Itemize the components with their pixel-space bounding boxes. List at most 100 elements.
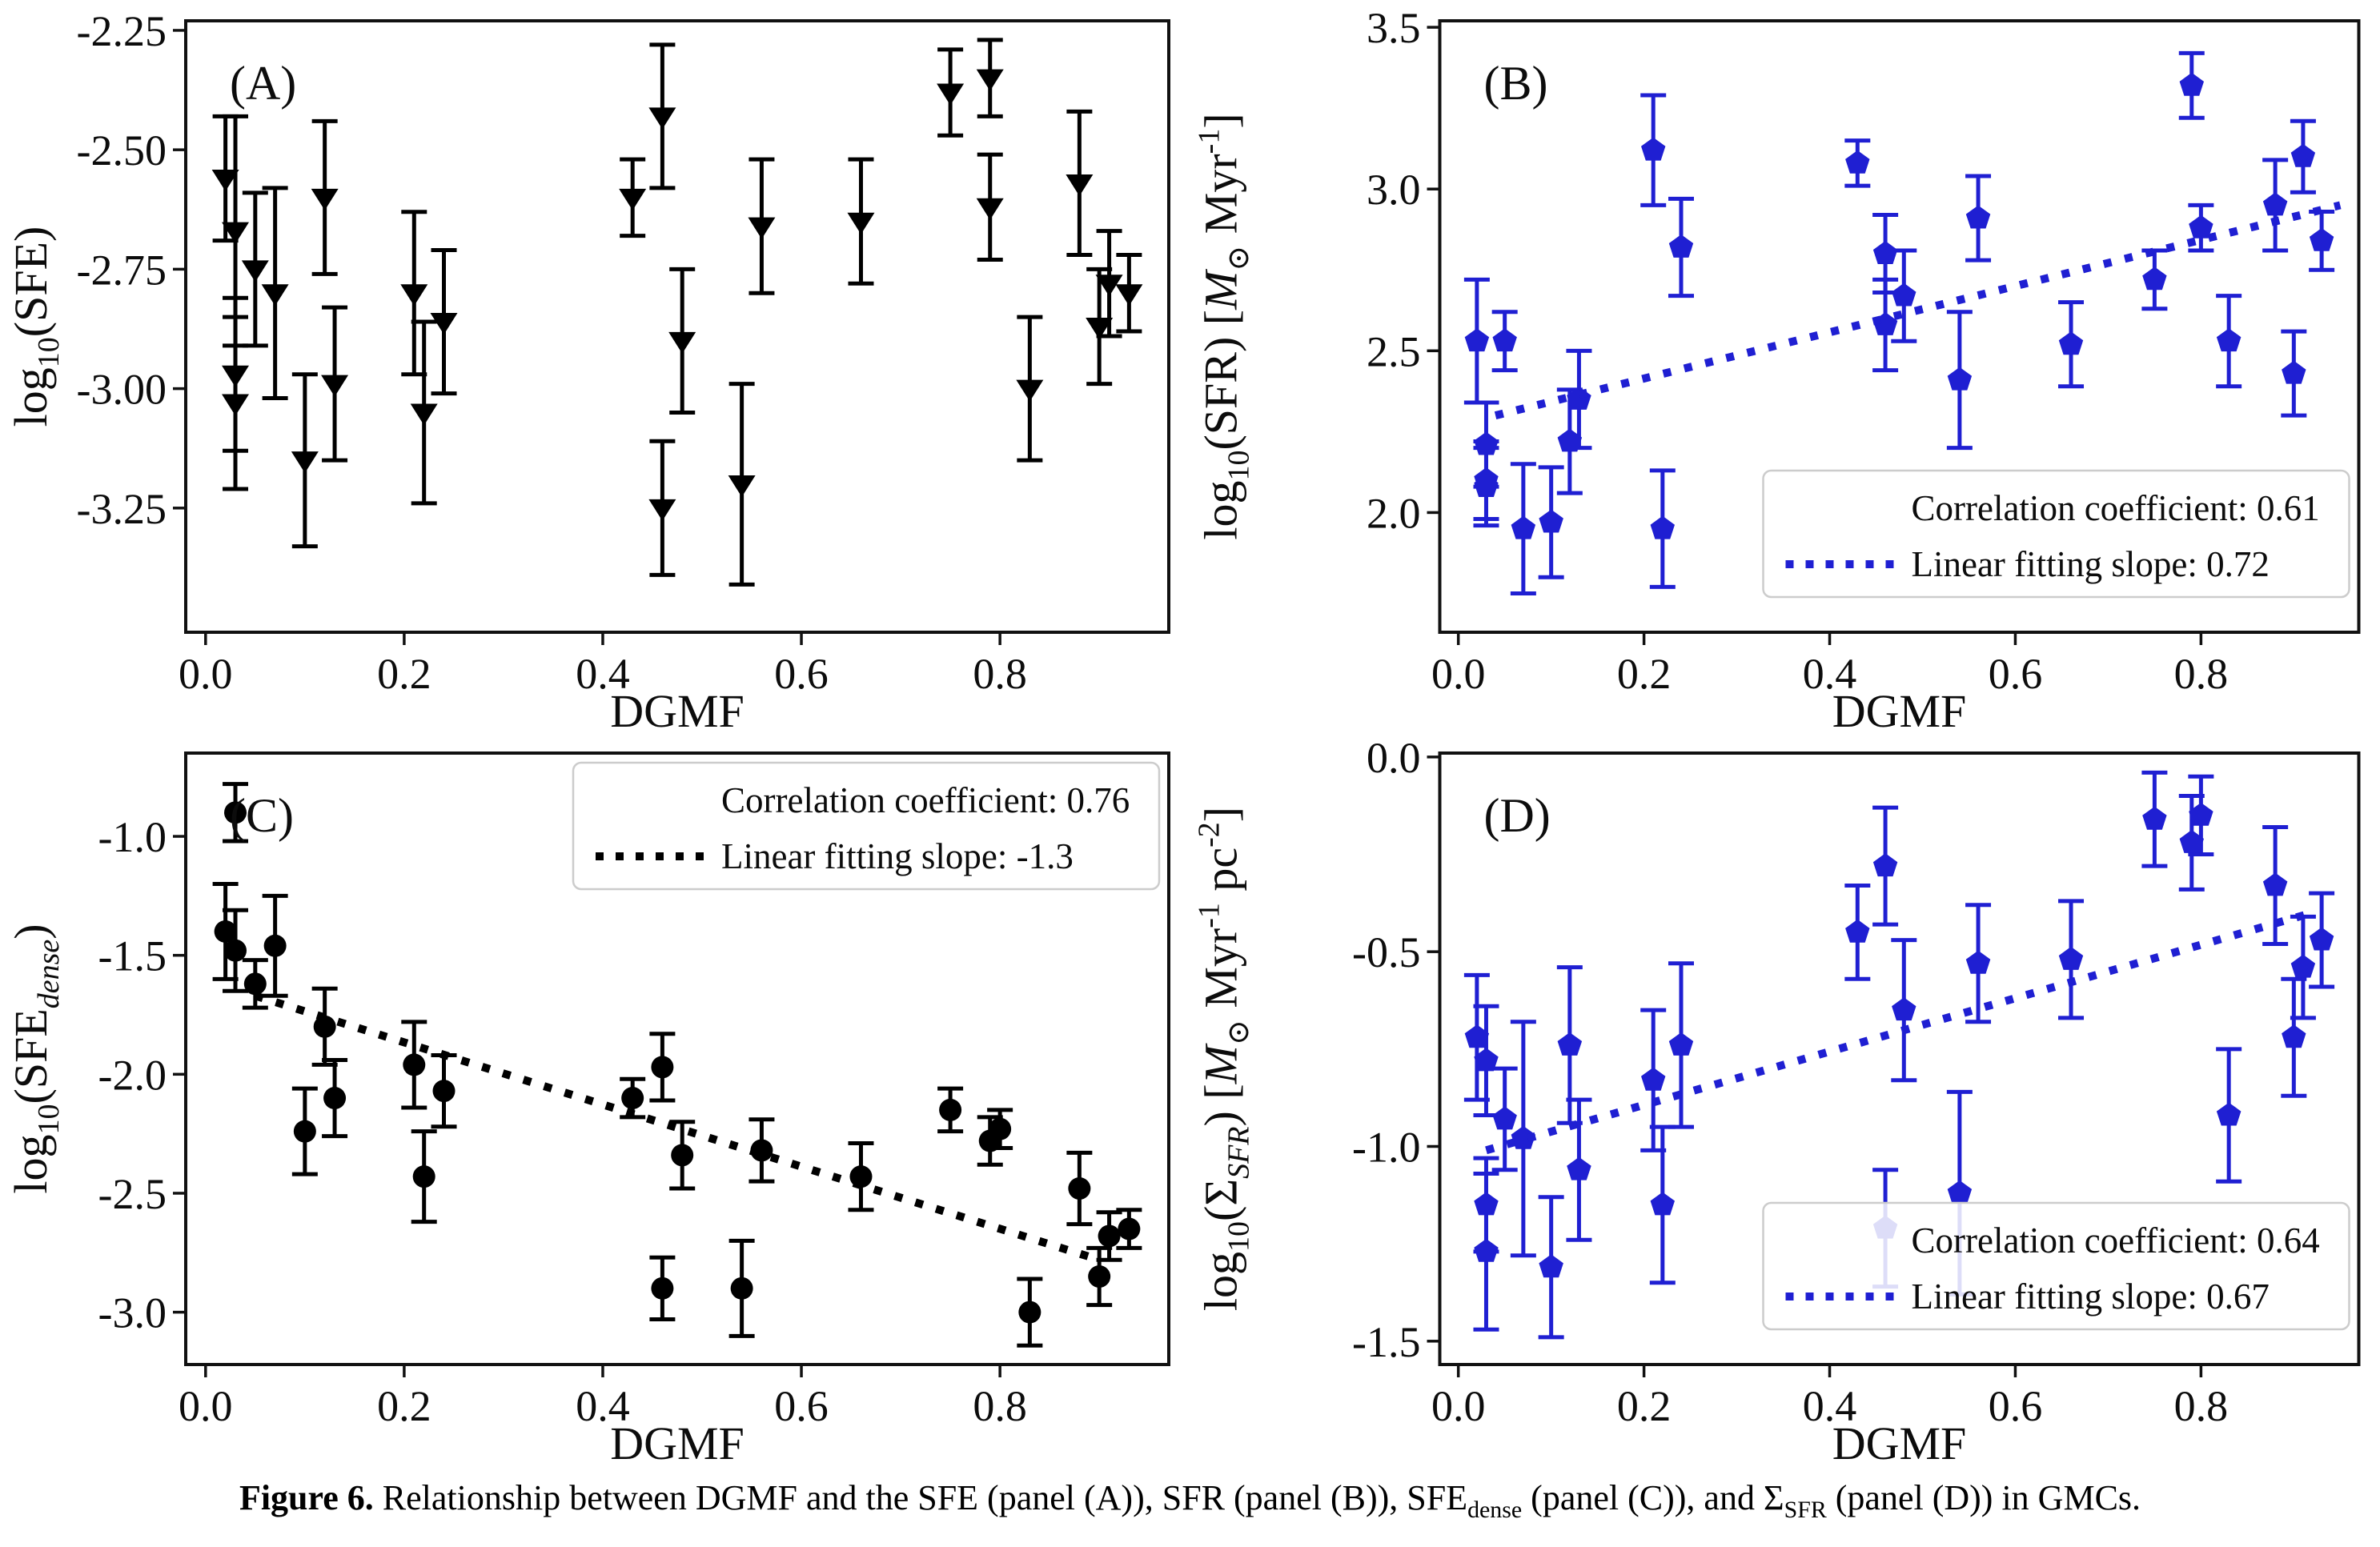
legend-label: Correlation coefficient: 0.61	[1912, 488, 2320, 528]
circle-marker	[1018, 1301, 1042, 1324]
pentagon-marker	[2179, 72, 2204, 96]
y-axis-label: log10(ΣSFR) [M⊙ Myr-1 pc-2]	[1193, 807, 1256, 1311]
pentagon-marker	[2189, 214, 2213, 238]
caption-part: (panel (D)) in GMCs.	[1826, 1478, 2141, 1517]
y-tick-label: -3.0	[98, 1289, 167, 1337]
triangle-down-marker	[241, 260, 269, 283]
y-tick-labels: 0.0 -0.5 -1.0 -1.5	[1352, 734, 1420, 1366]
x-axis-label: DGMF	[610, 1417, 745, 1465]
circle-marker	[243, 972, 267, 996]
circle-marker	[651, 1276, 674, 1300]
legend: Correlation coefficient: 0.61 Linear fitt…	[1762, 469, 2350, 599]
axis-ticks	[1427, 26, 2203, 645]
triangle-down-marker	[291, 451, 319, 474]
circle-marker	[403, 1053, 426, 1076]
circle-marker	[214, 920, 237, 943]
triangle-down-marker	[847, 212, 875, 234]
triangle-down-marker	[937, 83, 965, 106]
x-tick-labels: 0.0 0.2 0.4 0.6 0.8	[1431, 650, 2228, 698]
pentagon-marker	[1511, 1125, 1536, 1149]
triangle-down-marker	[311, 188, 339, 210]
pentagon-marker	[1668, 1032, 1694, 1056]
y-tick-label: -1.5	[98, 932, 167, 980]
axes-frame	[1438, 19, 2361, 634]
panel-c: 0.0 0.2 0.4 0.6 0.8 -1.0 -1.5 -2.0 -2.5 -3.0 DGMF l…	[0, 732, 1190, 1465]
pentagon-marker	[2290, 954, 2316, 978]
x-tick-label: 0.0	[1431, 650, 1486, 698]
caption-label: Figure 6.	[239, 1478, 374, 1517]
x-tick-label: 0.4	[1803, 1382, 1857, 1430]
circle-marker	[224, 939, 247, 962]
pentagon-marker	[1474, 474, 1499, 497]
triangle-down-marker	[430, 313, 458, 335]
x-tick-label: 0.6	[774, 1382, 829, 1430]
axes-frame	[1438, 751, 2361, 1366]
axis-ticks	[1427, 755, 2203, 1377]
pentagon-marker	[1892, 283, 1916, 307]
circle-marker	[1118, 1217, 1141, 1240]
x-tick-label: 0.0	[179, 1382, 233, 1430]
x-tick-label: 0.8	[2174, 650, 2229, 698]
pentagon-marker	[2142, 806, 2167, 830]
panel-tag: (D)	[1484, 789, 1551, 842]
caption-part: SFR	[1784, 1496, 1827, 1523]
fit-line	[1485, 908, 2314, 1155]
y-tick-label: -2.0	[98, 1051, 167, 1099]
y-tick-label: -2.50	[77, 126, 167, 174]
x-tick-label: 0.8	[2174, 1382, 2229, 1430]
triangle-down-marker	[976, 198, 1004, 220]
pentagon-marker	[2262, 192, 2288, 216]
y-tick-label: -2.75	[77, 246, 167, 294]
pentagon-marker	[1892, 997, 1916, 1021]
x-axis-label: DGMF	[1832, 1417, 1967, 1465]
pentagon-marker	[1474, 1238, 1499, 1262]
y-tick-label: -2.5	[98, 1170, 167, 1218]
legend: Correlation coefficient: 0.76 Linear fitt…	[572, 761, 1161, 891]
pentagon-marker	[1474, 1048, 1499, 1072]
x-tick-label: 0.0	[1431, 1382, 1486, 1430]
pentagon-marker	[1492, 328, 1517, 352]
pentagon-marker	[2058, 331, 2084, 355]
panel-c-chart: 0.0 0.2 0.4 0.6 0.8 -1.0 -1.5 -2.0 -2.5 -3.0 DGMF l…	[5, 751, 1170, 1465]
panel-tag: (B)	[1484, 57, 1548, 110]
panel-d-chart: 0.0 0.2 0.4 0.6 0.8 0.0 -0.5 -1.0 -1.5 DGMF log10(…	[1193, 734, 2361, 1465]
y-tick-label: 3.5	[1367, 4, 1421, 52]
circle-marker	[989, 1117, 1012, 1140]
triangle-down-marker	[748, 217, 776, 239]
triangle-down-marker	[976, 69, 1004, 91]
circle-marker	[671, 1144, 694, 1167]
axes-frame	[184, 751, 1170, 1366]
pentagon-marker	[1641, 1067, 1666, 1091]
legend-label: Correlation coefficient: 0.64	[1912, 1220, 2320, 1260]
pentagon-marker	[1464, 328, 1490, 352]
pentagon-marker	[2309, 927, 2334, 951]
pentagon-marker	[1872, 241, 1898, 264]
panel-d: 0.0 0.2 0.4 0.6 0.8 0.0 -0.5 -1.0 -1.5 DGMF log10(…	[1190, 732, 2380, 1465]
caption-part: Relationship between DGMF and the SFE (p…	[373, 1478, 1468, 1517]
y-axis-label: log10(SFE)	[5, 226, 66, 427]
caption-part: (panel (C)), and Σ	[1522, 1478, 1784, 1517]
caption-part: dense	[1467, 1496, 1523, 1523]
pentagon-marker	[1557, 428, 1583, 452]
y-tick-label: -1.0	[98, 813, 167, 861]
circle-marker	[651, 1056, 674, 1079]
triangle-down-marker	[1095, 275, 1123, 297]
x-tick-label: 0.2	[1617, 650, 1672, 698]
circle-marker	[1088, 1265, 1111, 1288]
circle-marker	[293, 1120, 316, 1143]
pentagon-marker	[1567, 1156, 1591, 1180]
pentagon-marker	[1650, 1192, 1675, 1216]
triangle-down-marker	[1115, 284, 1143, 307]
legend-label: Linear fitting slope: -1.3	[721, 836, 1074, 876]
x-axis-label: DGMF	[1832, 685, 1967, 732]
x-tick-labels: 0.0 0.2 0.4 0.6 0.8	[179, 1382, 1027, 1430]
x-tick-label: 0.0	[179, 650, 233, 698]
circle-marker	[730, 1276, 753, 1300]
triangle-down-marker	[410, 403, 438, 426]
pentagon-marker	[1965, 950, 1991, 974]
triangle-down-marker	[1066, 174, 1094, 196]
y-tick-label: -3.00	[77, 366, 167, 414]
pentagon-marker	[1872, 853, 1898, 877]
x-tick-label: 0.4	[576, 650, 630, 698]
pentagon-marker	[1539, 1254, 1563, 1278]
